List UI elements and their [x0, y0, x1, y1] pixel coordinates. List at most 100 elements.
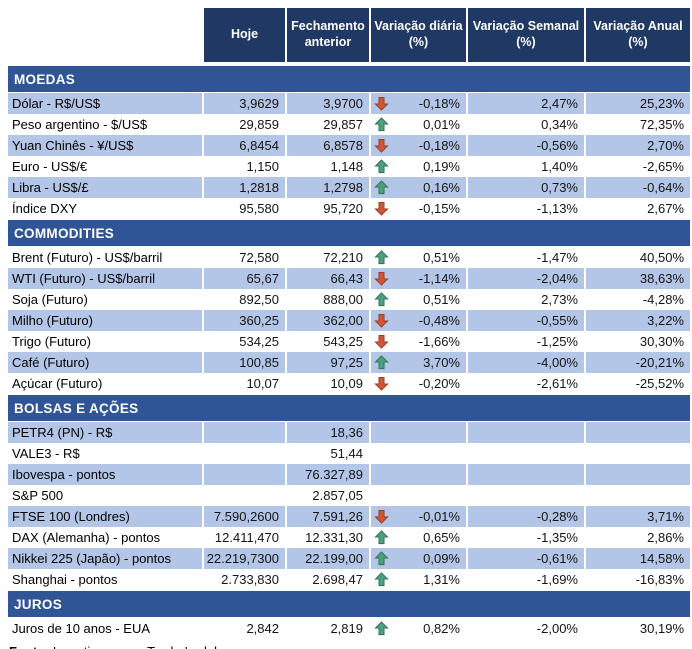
weekly-change-value: 0,34% — [468, 114, 584, 135]
row-label: Shanghai - pontos — [8, 569, 202, 590]
fechamento-value: 12.331,30 — [287, 527, 369, 548]
weekly-change-value: -0,61% — [468, 548, 584, 569]
daily-change-cell: 3,70% — [371, 352, 466, 373]
hoje-value: 6,8454 — [204, 135, 285, 156]
table-row: Brent (Futuro) - US$/barril 72,580 72,21… — [8, 247, 690, 268]
section-header: BOLSAS E AÇÕES — [8, 395, 690, 421]
section-header-label: BOLSAS E AÇÕES — [14, 400, 139, 416]
row-label: Açúcar (Futuro) — [8, 373, 202, 394]
daily-change-value: 0,09% — [423, 551, 460, 566]
row-label: Brent (Futuro) - US$/barril — [8, 247, 202, 268]
down-arrow-icon — [374, 313, 389, 328]
row-label: Ibovespa - pontos — [8, 464, 202, 485]
annual-change-value: 30,19% — [586, 618, 690, 639]
source-line: Fonte: Investing.com e Trader's club — [8, 644, 690, 649]
daily-change-cell: -1,14% — [371, 268, 466, 289]
fechamento-value: 66,43 — [287, 268, 369, 289]
row-label: S&P 500 — [8, 485, 202, 506]
table-row: WTI (Futuro) - US$/barril 65,67 66,43 -1… — [8, 268, 690, 289]
weekly-change-value — [468, 422, 584, 443]
row-label: VALE3 - R$ — [8, 443, 202, 464]
daily-change-cell: 0,82% — [371, 618, 466, 639]
daily-change-value: 0,65% — [423, 530, 460, 545]
row-label: Milho (Futuro) — [8, 310, 202, 331]
hoje-value: 10,07 — [204, 373, 285, 394]
daily-change-value: 1,31% — [423, 572, 460, 587]
source-label: Fonte: — [9, 644, 49, 649]
weekly-change-value: -2,04% — [468, 268, 584, 289]
header-spacer — [8, 8, 202, 62]
down-arrow-icon — [374, 334, 389, 349]
daily-change-cell — [371, 485, 466, 506]
weekly-change-value — [468, 443, 584, 464]
daily-change-cell: 0,09% — [371, 548, 466, 569]
down-arrow-icon — [374, 271, 389, 286]
down-arrow-icon — [374, 509, 389, 524]
table-row: Milho (Futuro) 360,25 362,00 -0,48% -0,5… — [8, 310, 690, 331]
daily-change-cell: 0,51% — [371, 289, 466, 310]
up-arrow-icon — [374, 250, 389, 265]
table-row: VALE3 - R$ 51,44 — [8, 443, 690, 464]
fechamento-value: 18,36 — [287, 422, 369, 443]
row-label: Café (Futuro) — [8, 352, 202, 373]
weekly-change-value — [468, 464, 584, 485]
daily-change-cell: 0,19% — [371, 156, 466, 177]
daily-change-value: 0,16% — [423, 180, 460, 195]
table-row: Juros de 10 anos - EUA 2,842 2,819 0,82%… — [8, 618, 690, 639]
weekly-change-value: -1,25% — [468, 331, 584, 352]
table-row: Yuan Chinês - ¥/US$ 6,8454 6,8578 -0,18%… — [8, 135, 690, 156]
column-header-row: Hoje Fechamento anterior Variação diária… — [8, 8, 690, 62]
weekly-change-value: -0,28% — [468, 506, 584, 527]
daily-change-value: 3,70% — [423, 355, 460, 370]
annual-change-value: -0,64% — [586, 177, 690, 198]
table-row: Euro - US$/€ 1,150 1,148 0,19% 1,40% -2,… — [8, 156, 690, 177]
row-label: Soja (Futuro) — [8, 289, 202, 310]
annual-change-value: -25,52% — [586, 373, 690, 394]
daily-change-cell — [371, 464, 466, 485]
section-header: JUROS — [8, 591, 690, 617]
fechamento-value: 22.199,00 — [287, 548, 369, 569]
daily-change-value: -0,15% — [418, 201, 460, 216]
weekly-change-value: -1,47% — [468, 247, 584, 268]
row-label: PETR4 (PN) - R$ — [8, 422, 202, 443]
row-label: Dólar - R$/US$ — [8, 93, 202, 114]
fechamento-value: 2,819 — [287, 618, 369, 639]
column-header-hoje: Hoje — [204, 8, 285, 62]
row-label: Trigo (Futuro) — [8, 331, 202, 352]
weekly-change-value: -1,13% — [468, 198, 584, 219]
summary-table: Hoje Fechamento anterior Variação diária… — [8, 8, 690, 649]
fechamento-value: 10,09 — [287, 373, 369, 394]
up-arrow-icon — [374, 355, 389, 370]
annual-change-value: -20,21% — [586, 352, 690, 373]
daily-change-value: -0,01% — [418, 509, 460, 524]
hoje-value: 65,67 — [204, 268, 285, 289]
daily-change-cell: -0,48% — [371, 310, 466, 331]
daily-change-cell: 1,31% — [371, 569, 466, 590]
hoje-value — [204, 464, 285, 485]
row-label: Juros de 10 anos - EUA — [8, 618, 202, 639]
annual-change-value: -4,28% — [586, 289, 690, 310]
daily-change-cell: 0,16% — [371, 177, 466, 198]
column-header-var-diaria: Variação diária (%) — [371, 8, 466, 62]
annual-change-value: 40,50% — [586, 247, 690, 268]
up-arrow-icon — [374, 621, 389, 636]
down-arrow-icon — [374, 201, 389, 216]
row-label: Yuan Chinês - ¥/US$ — [8, 135, 202, 156]
hoje-value: 72,580 — [204, 247, 285, 268]
column-header-fechamento: Fechamento anterior — [287, 8, 369, 62]
daily-change-cell: 0,65% — [371, 527, 466, 548]
hoje-value: 95,580 — [204, 198, 285, 219]
daily-change-cell: -0,01% — [371, 506, 466, 527]
up-arrow-icon — [374, 117, 389, 132]
fechamento-value: 3,9700 — [287, 93, 369, 114]
hoje-value: 22.219,7300 — [204, 548, 285, 569]
down-arrow-icon — [374, 96, 389, 111]
hoje-value: 360,25 — [204, 310, 285, 331]
annual-change-value: 3,22% — [586, 310, 690, 331]
annual-change-value: 2,67% — [586, 198, 690, 219]
daily-change-cell — [371, 422, 466, 443]
table-row: Libra - US$/£ 1,2818 1,2798 0,16% 0,73% … — [8, 177, 690, 198]
hoje-value: 3,9629 — [204, 93, 285, 114]
hoje-value: 2,842 — [204, 618, 285, 639]
